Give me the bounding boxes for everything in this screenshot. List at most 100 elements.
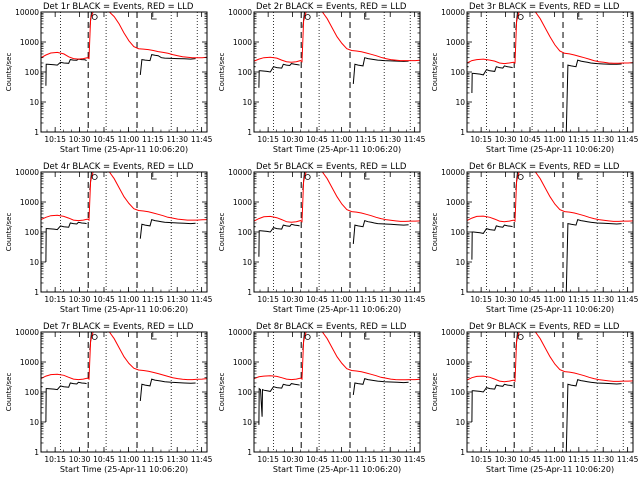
flag-marker bbox=[364, 13, 370, 20]
y-tick-label: 100 bbox=[451, 68, 466, 77]
panel-title: Det 5r BLACK = Events, RED = LLD bbox=[256, 162, 407, 172]
events-series-line bbox=[565, 378, 622, 452]
events-series-line bbox=[352, 57, 409, 84]
x-tick-label: 10:30 bbox=[69, 295, 91, 304]
plot-frame bbox=[40, 171, 208, 293]
x-tick-label: 11:30 bbox=[166, 455, 188, 464]
plot-data bbox=[254, 332, 420, 425]
x-tick-label: 10:45 bbox=[93, 295, 115, 304]
events-series-line bbox=[565, 218, 622, 292]
x-tick-label: 10:15 bbox=[44, 455, 66, 464]
x-axis-label: Start Time (25-Apr-11 10:06:20) bbox=[486, 145, 614, 154]
events-series-line bbox=[258, 223, 300, 257]
saa-marker bbox=[304, 174, 311, 180]
events-series-line bbox=[471, 383, 513, 423]
x-axis-label: Start Time (25-Apr-11 10:06:20) bbox=[60, 145, 188, 154]
x-tick-label: 11:30 bbox=[166, 295, 188, 304]
y-tick-label: 10000 bbox=[228, 168, 252, 177]
x-tick-label: 11:00 bbox=[544, 455, 566, 464]
plot-frame bbox=[466, 11, 634, 133]
x-axis-label: Start Time (25-Apr-11 10:06:20) bbox=[486, 305, 614, 314]
x-tick-label: 10:30 bbox=[282, 135, 304, 144]
y-axis-label: Counts/sec bbox=[431, 373, 439, 412]
y-tick-label: 10 bbox=[29, 418, 39, 427]
y-tick-label: 1000 bbox=[446, 198, 465, 207]
y-tick-label: 100 bbox=[451, 228, 466, 237]
y-tick-label: 1000 bbox=[233, 358, 252, 367]
plot-frame bbox=[253, 11, 421, 133]
y-tick-label: 10000 bbox=[15, 168, 39, 177]
x-axis-label: Start Time (25-Apr-11 10:06:20) bbox=[60, 465, 188, 474]
flag-marker bbox=[577, 13, 583, 20]
y-axis-label: Counts/sec bbox=[5, 213, 13, 252]
x-tick-label: 11:00 bbox=[544, 135, 566, 144]
events-series-line bbox=[258, 63, 300, 88]
y-tick-label: 1000 bbox=[233, 38, 252, 47]
events-series-line bbox=[45, 221, 87, 263]
x-tick-label: 10:15 bbox=[470, 455, 492, 464]
x-tick-label: 10:45 bbox=[93, 455, 115, 464]
x-tick-label: 11:00 bbox=[331, 135, 353, 144]
x-tick-label: 11:30 bbox=[592, 295, 614, 304]
y-tick-label: 10 bbox=[455, 418, 465, 427]
x-tick-label: 11:45 bbox=[617, 295, 639, 304]
flag-marker bbox=[151, 13, 157, 20]
x-tick-label: 11:30 bbox=[379, 295, 401, 304]
events-series-line bbox=[471, 224, 513, 260]
x-tick-label: 10:30 bbox=[69, 455, 91, 464]
y-tick-label: 1 bbox=[460, 448, 465, 457]
panel-title: Det 7r BLACK = Events, RED = LLD bbox=[43, 322, 194, 332]
x-tick-label: 11:00 bbox=[118, 295, 140, 304]
plot-data bbox=[467, 172, 633, 292]
x-tick-label: 10:30 bbox=[69, 135, 91, 144]
saa-marker bbox=[304, 14, 311, 20]
saa-marker bbox=[517, 174, 524, 180]
x-axis-label: Start Time (25-Apr-11 10:06:20) bbox=[486, 465, 614, 474]
y-axis-label: Counts/sec bbox=[431, 213, 439, 252]
y-tick-label: 10 bbox=[242, 98, 252, 107]
y-tick-label: 1 bbox=[34, 128, 39, 137]
x-tick-label: 10:15 bbox=[257, 295, 279, 304]
x-tick-label: 11:15 bbox=[142, 135, 164, 144]
events-series-line bbox=[89, 332, 105, 351]
saa-marker bbox=[91, 174, 98, 180]
detector-panel: Det 5r BLACK = Events, RED = LLD 1 10 100 10… bbox=[218, 162, 426, 314]
x-tick-label: 10:15 bbox=[470, 295, 492, 304]
x-tick-label: 11:45 bbox=[191, 295, 213, 304]
plot-frame bbox=[253, 171, 421, 293]
events-series-line bbox=[139, 54, 196, 75]
x-tick-label: 11:15 bbox=[568, 455, 590, 464]
y-tick-label: 1000 bbox=[20, 198, 39, 207]
y-tick-label: 1000 bbox=[446, 358, 465, 367]
y-tick-label: 10 bbox=[29, 258, 39, 267]
y-tick-label: 100 bbox=[238, 228, 253, 237]
events-series-line bbox=[515, 332, 531, 351]
panel-title: Det 9r BLACK = Events, RED = LLD bbox=[469, 322, 620, 332]
x-tick-label: 11:00 bbox=[331, 295, 353, 304]
y-tick-label: 10 bbox=[455, 258, 465, 267]
x-tick-label: 11:30 bbox=[379, 455, 401, 464]
x-tick-label: 10:30 bbox=[495, 135, 517, 144]
x-tick-label: 10:45 bbox=[519, 135, 541, 144]
y-tick-label: 100 bbox=[25, 228, 40, 237]
y-tick-label: 10000 bbox=[441, 168, 465, 177]
y-tick-label: 1 bbox=[34, 288, 39, 297]
x-tick-label: 11:45 bbox=[617, 455, 639, 464]
y-tick-label: 10 bbox=[242, 418, 252, 427]
plot-data bbox=[467, 12, 633, 132]
y-tick-label: 1000 bbox=[20, 38, 39, 47]
y-tick-label: 1 bbox=[460, 128, 465, 137]
detector-panel: Det 3r BLACK = Events, RED = LLD 1 10 100 10… bbox=[431, 2, 639, 154]
plot-data bbox=[467, 332, 633, 452]
events-series-line bbox=[565, 59, 622, 132]
x-tick-label: 11:30 bbox=[592, 455, 614, 464]
y-tick-label: 100 bbox=[25, 68, 40, 77]
x-tick-label: 11:15 bbox=[355, 135, 377, 144]
flag-marker bbox=[577, 333, 583, 340]
y-axis-label: Counts/sec bbox=[218, 53, 226, 92]
lld-series-line bbox=[467, 172, 633, 223]
lld-series-line bbox=[254, 172, 420, 223]
x-tick-label: 11:45 bbox=[191, 135, 213, 144]
plot-frame bbox=[253, 331, 421, 453]
